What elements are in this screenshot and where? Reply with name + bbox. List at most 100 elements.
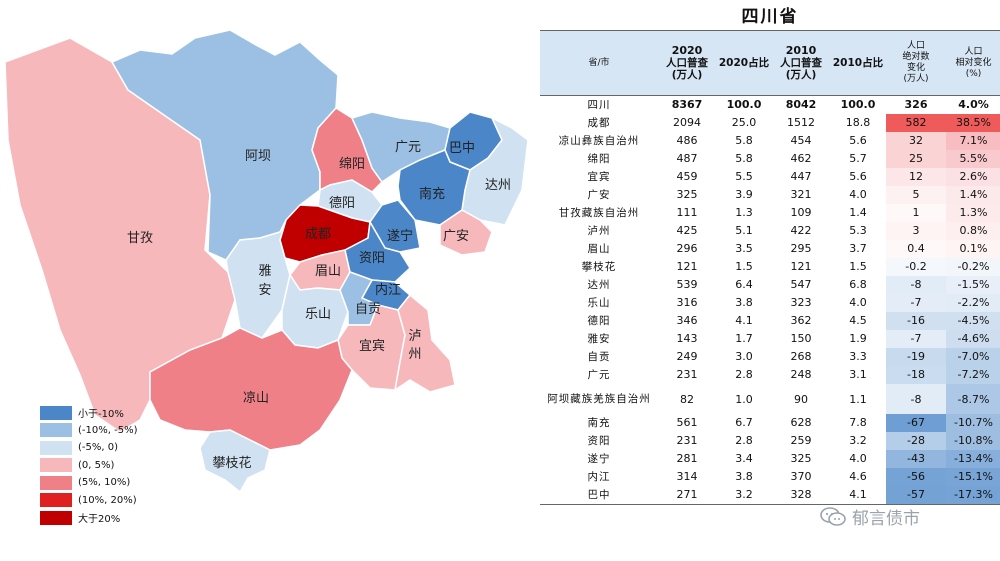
cell-abs: -19 [886,348,946,366]
cell-rel: 0.8% [946,222,1000,240]
cell-share2010: 1.5 [849,260,867,273]
cell-share2010: 4.0 [849,296,867,309]
cell-pop2010: 447 [790,170,812,183]
cell-pop2020: 143 [676,332,698,345]
cell-rel: -1.5% [946,276,1000,294]
table-row: 广元 231 2.8 248 3.1 -18 -7.2% [540,366,1000,384]
cell-share2010: 1.4 [849,206,867,219]
cell-share2020: 1.3 [735,206,753,219]
cell-pop2020: 316 [676,296,698,309]
cell-pop2010: 8042 [785,98,817,111]
cell-share2020: 1.5 [735,260,753,273]
cell-pop2010: 90 [794,392,808,406]
label-guangyuan: 广元 [395,140,421,155]
cell-pop2020: 121 [676,260,698,273]
cell-share2020: 3.0 [735,350,753,363]
cell-name: 阿坝藏族羌族自治州 [547,392,651,405]
legend-item: (-10%, -5%) [40,422,137,440]
legend-item: (-5%, 0) [40,439,137,457]
cell-pop2010: 109 [790,206,812,219]
cell-name: 内江 [587,471,611,483]
cell-pop2010: 259 [790,434,812,447]
cell-rel: -4.5% [946,312,1000,330]
cell-pop2010: 628 [790,416,812,429]
label-bazhong: 巴中 [449,141,475,156]
legend-swatch [40,423,72,438]
cell-rel: -7.0% [946,348,1000,366]
cell-pop2020: 231 [676,434,698,447]
region-luzhou[interactable] [393,293,456,393]
table-row: 达州 539 6.4 547 6.8 -8 -1.5% [540,276,1000,294]
cell-name: 广安 [587,189,611,201]
cell-share2010: 3.1 [849,368,867,381]
cell-share2020: 1.7 [735,332,753,345]
cell-pop2020: 486 [676,134,698,147]
cell-abs: -7 [886,330,946,348]
region-nanchong[interactable] [397,149,471,226]
cell-share2020: 3.8 [735,470,753,483]
table-title: 四川省 [741,7,799,27]
legend-item: (10%, 20%) [40,492,137,510]
cell-share2010: 5.3 [849,224,867,237]
legend-swatch [40,405,72,420]
cell-pop2010: 328 [772,486,830,505]
cell-abs: 5 [886,186,946,204]
cell-share2010: 4.6 [849,470,867,483]
cell-pop2010: 150 [790,332,812,345]
label-yaan-2: 安 [258,283,271,298]
cell-share2010: 4.0 [849,452,867,465]
header-pop2010-line1: 2010 [785,44,817,57]
region-liangshan[interactable] [149,327,353,451]
label-leshan: 乐山 [305,307,331,322]
cell-share2020: 100.0 [726,98,762,111]
cell-name: 甘孜藏族自治州 [558,207,640,219]
cell-pop2020: 8367 [671,98,703,111]
table-row: 凉山彝族自治州 486 5.8 454 5.6 32 7.1% [540,132,1000,150]
region-panzhihua[interactable] [199,429,271,494]
cell-rel: -10.7% [946,414,1000,432]
cell-pop2020: 296 [676,242,698,255]
label-yaan-1: 雅 [258,264,271,279]
header-rel-line2: 相对变化 [955,57,992,68]
region-guangan[interactable] [439,209,493,256]
cell-share2010: 1.1 [849,392,867,406]
region-yaan[interactable] [225,219,291,339]
cell-name: 宜宾 [587,171,611,183]
legend-label: 大于20% [78,514,121,526]
wechat-icon [820,506,846,526]
header-rel: 人口 相对变化 (%) [946,30,1000,96]
cell-abs: -7 [886,294,946,312]
cell-pop2010: 321 [790,188,812,201]
legend-label: (-10%, -5%) [78,424,138,436]
cell-rel: -4.6% [946,330,1000,348]
header-abs: 人口 绝对数 变化 (万人) [886,30,946,96]
label-liangshan: 凉山 [243,391,269,406]
label-luzhou-1: 泸 [408,329,421,344]
cell-rel: -0.2% [946,258,1000,276]
cell-rel: 38.5% [946,114,1000,132]
cell-name: 德阳 [587,315,611,327]
watermark: 郁言债市 [820,504,920,529]
legend-swatch [40,458,72,473]
cell-share2020: 4.1 [735,314,753,327]
cell-pop2020: 249 [676,350,698,363]
cell-share2020: 2.8 [735,368,753,381]
cell-share2020: 5.5 [735,170,753,183]
cell-name: 泸州 [587,225,611,237]
cell-rel: 5.5% [946,150,1000,168]
cell-rel: -13.4% [946,450,1000,468]
cell-abs: -43 [886,450,946,468]
cell-rel: -7.2% [946,366,1000,384]
label-zigong: 自贡 [355,302,381,317]
cell-rel: 1.3% [946,204,1000,222]
cell-pop2020: 487 [676,152,698,165]
header-rel-line3: (%) [965,68,982,79]
cell-name: 广元 [587,369,611,381]
cell-share2010: 4.1 [830,486,886,505]
cell-pop2020: 425 [676,224,698,237]
cell-pop2010: 295 [790,242,812,255]
table-row: 乐山 316 3.8 323 4.0 -7 -2.2% [540,294,1000,312]
cell-share2020: 3.9 [735,188,753,201]
cell-share2010: 4.5 [849,314,867,327]
legend-label: (10%, 20%) [78,494,137,506]
